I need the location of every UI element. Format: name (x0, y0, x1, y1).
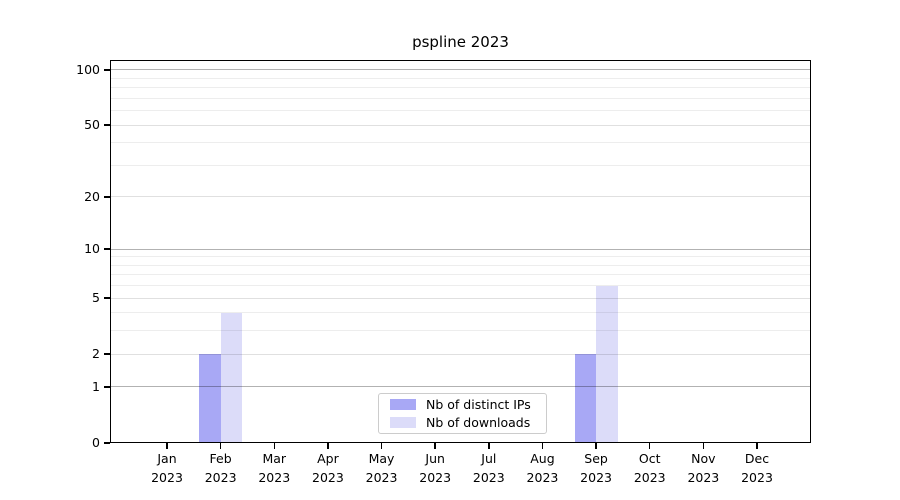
gridline-y-8 (110, 264, 811, 266)
y-tick-label: 10 (84, 241, 100, 257)
gridline-y-5 (110, 297, 811, 299)
x-tick-label: Apr 2023 (312, 451, 344, 485)
x-tick-label: Jan 2023 (151, 451, 183, 485)
bar-downloads-feb (220, 312, 243, 443)
legend-item-downloads: Nb of downloads (390, 415, 546, 430)
y-tick-label: 100 (76, 61, 100, 77)
x-tick-label: Oct 2023 (633, 451, 666, 485)
y-tick-mark (104, 442, 110, 444)
legend-swatch-downloads-icon (390, 417, 416, 428)
y-tick-label: 2 (92, 346, 100, 362)
gridline-y-4 (110, 312, 811, 314)
x-tick-mark (327, 443, 329, 449)
legend-item-distinct-ips: Nb of distinct IPs (390, 397, 546, 412)
bar-distinct-ips-sep (574, 354, 597, 443)
y-tick-mark (104, 297, 110, 299)
gridline-y-80 (110, 87, 811, 89)
x-tick-label: Sep 2023 (580, 451, 612, 485)
y-tick-mark (104, 353, 110, 355)
y-tick-mark (104, 124, 110, 126)
x-tick-mark (702, 443, 705, 449)
legend: Nb of distinct IPs Nb of downloads (378, 393, 547, 434)
gridline-y-2 (110, 353, 811, 355)
y-tick-label: 50 (84, 117, 100, 133)
y-tick-mark (104, 69, 110, 71)
bar-downloads-sep (596, 285, 618, 443)
gridline-y-6 (110, 285, 811, 287)
x-tick-label: May 2023 (365, 451, 398, 485)
x-tick-label: Jun 2023 (419, 451, 452, 485)
x-tick-label: Aug 2023 (526, 451, 559, 485)
x-tick-mark (273, 443, 276, 449)
x-tick-mark (434, 443, 436, 449)
gridline-y-3 (110, 330, 811, 332)
gridline-y-40 (110, 142, 811, 144)
x-tick-mark (488, 443, 490, 449)
y-tick-label: 20 (84, 188, 100, 204)
gridline-y-10 (110, 248, 811, 250)
x-tick-mark (595, 443, 597, 449)
x-tick-label: Feb 2023 (204, 451, 237, 485)
bar-distinct-ips-feb (199, 354, 221, 443)
y-tick-mark (104, 248, 110, 250)
gridline-y-90 (110, 77, 811, 79)
legend-swatch-distinct-ips-icon (390, 399, 416, 410)
x-tick-mark (541, 443, 544, 449)
gridline-y-60 (110, 110, 811, 112)
x-tick-label: Mar 2023 (258, 451, 291, 485)
x-tick-label: Jul 2023 (472, 451, 505, 485)
x-tick-mark (380, 443, 383, 449)
gridline-y-30 (110, 164, 811, 166)
gridline-y-50 (110, 124, 811, 126)
gridline-y-7 (110, 274, 811, 276)
x-tick-label: Dec 2023 (741, 451, 773, 485)
gridline-y-20 (110, 196, 811, 198)
y-tick-label: 5 (92, 290, 100, 306)
y-tick-label: 1 (92, 378, 100, 394)
y-tick-label: 0 (92, 435, 100, 450)
gridline-y-100 (110, 69, 811, 71)
gridline-y-1 (110, 386, 811, 388)
x-tick-mark (219, 443, 222, 449)
x-tick-mark (648, 443, 651, 449)
legend-label-distinct-ips: Nb of distinct IPs (426, 397, 531, 412)
y-tick-mark (104, 386, 110, 388)
y-tick-mark (104, 196, 110, 198)
legend-label-downloads: Nb of downloads (426, 415, 531, 430)
chart-title: pspline 2023 (412, 33, 509, 51)
x-tick-mark (756, 443, 758, 449)
gridline-y-70 (110, 97, 811, 99)
x-tick-label: Nov 2023 (687, 451, 720, 485)
x-tick-mark (166, 443, 168, 449)
gridline-y-9 (110, 256, 811, 258)
